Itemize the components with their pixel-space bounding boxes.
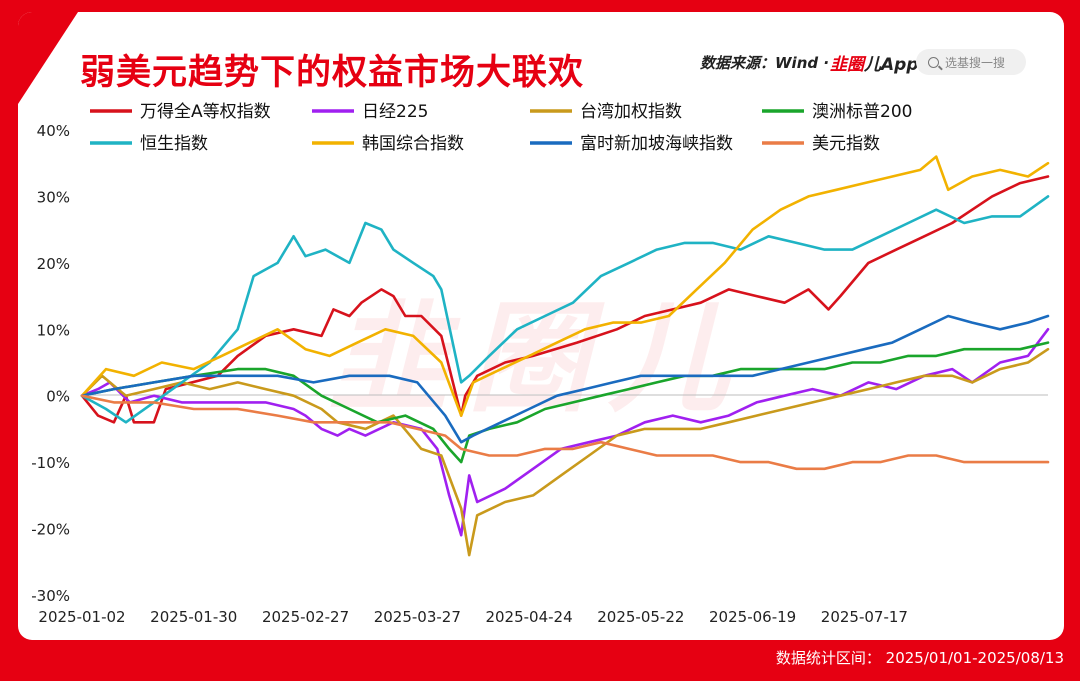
x-tick-label: 2025-03-27 <box>374 608 461 626</box>
legend-label: 美元指数 <box>812 134 880 154</box>
series-line <box>80 155 1050 417</box>
y-tick-label: 40% <box>37 122 70 140</box>
y-tick-label: 0% <box>46 388 70 406</box>
x-axis: 2025-01-02 2025-01-30 2025-02-27 2025-03-27… <box>38 608 908 626</box>
watermark: 韭圈儿 <box>328 290 748 429</box>
chart-card: 弱美元趋势下的权益市场大联欢 数据来源：Wind · 韭圈儿App 选基搜一搜 … <box>18 12 1064 640</box>
series-line <box>80 195 1050 424</box>
search-box[interactable]: 选基搜一搜 <box>916 49 1026 75</box>
y-tick-label: 30% <box>37 188 70 206</box>
x-tick-label: 2025-01-02 <box>38 608 125 626</box>
x-tick-label: 2025-05-22 <box>597 608 684 626</box>
series-line <box>80 328 1050 537</box>
data-source: 数据来源：Wind · <box>700 54 830 72</box>
x-tick-label: 2025-04-24 <box>485 608 572 626</box>
search-placeholder: 选基搜一搜 <box>945 55 1006 70</box>
series-line <box>80 314 1050 444</box>
series-lines <box>80 155 1050 557</box>
y-tick-label: 10% <box>37 321 70 339</box>
legend-label: 澳洲标普200 <box>812 102 912 122</box>
legend-label: 日经225 <box>362 102 428 122</box>
legend-label: 万得全A等权指数 <box>140 102 271 122</box>
legend-label: 韩国综合指数 <box>362 134 464 154</box>
y-axis: -30% -20% -10% 0% 10% 20% 30% 40% <box>31 122 70 605</box>
logo-red-text: 韭圈 <box>830 55 864 75</box>
y-tick-label: -10% <box>31 454 70 472</box>
corner-triangle <box>18 12 78 104</box>
logo-black-text: 儿App <box>864 55 919 75</box>
y-tick-label: -30% <box>31 587 70 605</box>
legend: 万得全A等权指数 日经225 台湾加权指数 澳洲标普200 恒生指数 韩国综合指数 富时新加… <box>90 102 912 154</box>
series-line <box>80 341 1050 464</box>
page-title: 弱美元趋势下的权益市场大联欢 <box>80 53 585 93</box>
series-line <box>80 394 1050 471</box>
y-tick-label: -20% <box>31 521 70 539</box>
x-tick-label: 2025-07-17 <box>821 608 908 626</box>
series-line <box>80 347 1050 557</box>
legend-label: 台湾加权指数 <box>580 102 682 122</box>
x-tick-label: 2025-02-27 <box>262 608 349 626</box>
line-chart: 韭圈儿 -30% -20% -10% 0% 10% 20% 30% 40% 2025-01-0… <box>31 102 1050 626</box>
x-tick-label: 2025-01-30 <box>150 608 237 626</box>
y-tick-label: 20% <box>37 255 70 273</box>
search-icon <box>928 56 939 68</box>
x-tick-label: 2025-06-19 <box>709 608 796 626</box>
legend-label: 富时新加坡海峡指数 <box>580 134 733 154</box>
app-logo: 韭圈儿App <box>830 50 919 75</box>
legend-label: 恒生指数 <box>140 134 208 154</box>
data-period-footer: 数据统计区间： 2025/01/01-2025/08/13 <box>775 649 1064 667</box>
